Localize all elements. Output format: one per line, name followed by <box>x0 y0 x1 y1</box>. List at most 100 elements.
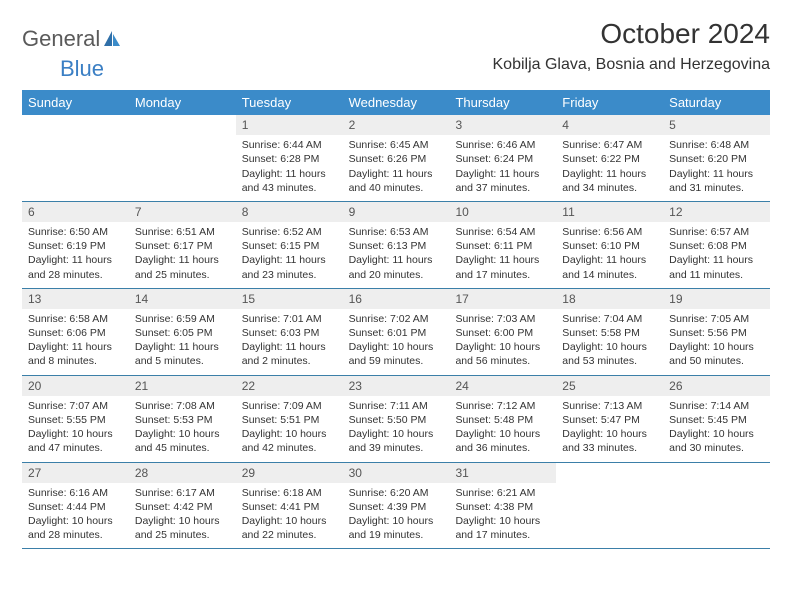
day-cell: 5Sunrise: 6:48 AMSunset: 6:20 PMDaylight… <box>663 115 770 201</box>
sunset-text: Sunset: 6:24 PM <box>455 152 550 166</box>
sunset-text: Sunset: 6:17 PM <box>135 239 230 253</box>
day-header-sat: Saturday <box>663 90 770 115</box>
sunset-text: Sunset: 5:55 PM <box>28 413 123 427</box>
sunset-text: Sunset: 5:56 PM <box>669 326 764 340</box>
daylight-text: Daylight: 11 hours and 11 minutes. <box>669 253 764 281</box>
sunrise-text: Sunrise: 6:56 AM <box>562 225 657 239</box>
day-cell: 25Sunrise: 7:13 AMSunset: 5:47 PMDayligh… <box>556 376 663 462</box>
day-number: 27 <box>22 463 129 483</box>
daylight-text: Daylight: 11 hours and 5 minutes. <box>135 340 230 368</box>
sunset-text: Sunset: 5:50 PM <box>349 413 444 427</box>
sunrise-text: Sunrise: 7:04 AM <box>562 312 657 326</box>
day-number: 3 <box>449 115 556 135</box>
sunrise-text: Sunrise: 6:17 AM <box>135 486 230 500</box>
daylight-text: Daylight: 11 hours and 28 minutes. <box>28 253 123 281</box>
day-body: Sunrise: 6:51 AMSunset: 6:17 PMDaylight:… <box>129 222 236 288</box>
day-body: Sunrise: 7:04 AMSunset: 5:58 PMDaylight:… <box>556 309 663 375</box>
day-body: Sunrise: 6:44 AMSunset: 6:28 PMDaylight:… <box>236 135 343 201</box>
sunrise-text: Sunrise: 6:44 AM <box>242 138 337 152</box>
sunrise-text: Sunrise: 7:11 AM <box>349 399 444 413</box>
daylight-text: Daylight: 11 hours and 34 minutes. <box>562 167 657 195</box>
day-body: Sunrise: 7:08 AMSunset: 5:53 PMDaylight:… <box>129 396 236 462</box>
daylight-text: Daylight: 11 hours and 31 minutes. <box>669 167 764 195</box>
daylight-text: Daylight: 11 hours and 23 minutes. <box>242 253 337 281</box>
day-cell: 20Sunrise: 7:07 AMSunset: 5:55 PMDayligh… <box>22 376 129 462</box>
daylight-text: Daylight: 11 hours and 2 minutes. <box>242 340 337 368</box>
logo-word-2: Blue <box>22 56 104 81</box>
month-title: October 2024 <box>493 18 771 50</box>
location-label: Kobilja Glava, Bosnia and Herzegovina <box>493 56 771 74</box>
day-cell: 23Sunrise: 7:11 AMSunset: 5:50 PMDayligh… <box>343 376 450 462</box>
day-number: 18 <box>556 289 663 309</box>
title-block: October 2024 Kobilja Glava, Bosnia and H… <box>493 18 771 74</box>
daylight-text: Daylight: 11 hours and 8 minutes. <box>28 340 123 368</box>
day-number: 12 <box>663 202 770 222</box>
sunrise-text: Sunrise: 7:01 AM <box>242 312 337 326</box>
calendar-grid: Sunday Monday Tuesday Wednesday Thursday… <box>22 90 770 549</box>
day-header-sun: Sunday <box>22 90 129 115</box>
day-number: 28 <box>129 463 236 483</box>
day-number: 9 <box>343 202 450 222</box>
day-body: Sunrise: 6:58 AMSunset: 6:06 PMDaylight:… <box>22 309 129 375</box>
daylight-text: Daylight: 11 hours and 17 minutes. <box>455 253 550 281</box>
day-number: 23 <box>343 376 450 396</box>
sunrise-text: Sunrise: 6:18 AM <box>242 486 337 500</box>
logo-sail-icon <box>102 29 122 49</box>
daylight-text: Daylight: 10 hours and 45 minutes. <box>135 427 230 455</box>
sunset-text: Sunset: 6:28 PM <box>242 152 337 166</box>
day-body: Sunrise: 6:16 AMSunset: 4:44 PMDaylight:… <box>22 483 129 549</box>
sunrise-text: Sunrise: 7:13 AM <box>562 399 657 413</box>
day-number: 13 <box>22 289 129 309</box>
day-cell: 7Sunrise: 6:51 AMSunset: 6:17 PMDaylight… <box>129 202 236 288</box>
day-body: Sunrise: 6:47 AMSunset: 6:22 PMDaylight:… <box>556 135 663 201</box>
sunrise-text: Sunrise: 7:08 AM <box>135 399 230 413</box>
day-number: 11 <box>556 202 663 222</box>
daylight-text: Daylight: 10 hours and 19 minutes. <box>349 514 444 542</box>
logo-word-1: General <box>22 26 100 52</box>
day-cell: 28 Sunrise: 6:17 AMSunset: 4:42 PMDayligh… <box>129 463 236 549</box>
day-cell: 26Sunrise: 7:14 AMSunset: 5:45 PMDayligh… <box>663 376 770 462</box>
daylight-text: Daylight: 10 hours and 59 minutes. <box>349 340 444 368</box>
day-cell: 18Sunrise: 7:04 AMSunset: 5:58 PMDayligh… <box>556 289 663 375</box>
daylight-text: Daylight: 10 hours and 50 minutes. <box>669 340 764 368</box>
day-body: Sunrise: 7:11 AMSunset: 5:50 PMDaylight:… <box>343 396 450 462</box>
sunrise-text: Sunrise: 6:52 AM <box>242 225 337 239</box>
day-number: 16 <box>343 289 450 309</box>
day-cell: 16Sunrise: 7:02 AMSunset: 6:01 PMDayligh… <box>343 289 450 375</box>
sunrise-text: Sunrise: 6:48 AM <box>669 138 764 152</box>
day-body <box>129 135 236 144</box>
sunrise-text: Sunrise: 7:03 AM <box>455 312 550 326</box>
daylight-text: Daylight: 11 hours and 37 minutes. <box>455 167 550 195</box>
sunset-text: Sunset: 4:42 PM <box>135 500 230 514</box>
sunrise-text: Sunrise: 6:58 AM <box>28 312 123 326</box>
day-body: Sunrise: 7:07 AMSunset: 5:55 PMDaylight:… <box>22 396 129 462</box>
sunset-text: Sunset: 6:22 PM <box>562 152 657 166</box>
sunset-text: Sunset: 6:13 PM <box>349 239 444 253</box>
day-cell <box>663 463 770 549</box>
sunrise-text: Sunrise: 6:51 AM <box>135 225 230 239</box>
daylight-text: Daylight: 10 hours and 42 minutes. <box>242 427 337 455</box>
sunset-text: Sunset: 5:58 PM <box>562 326 657 340</box>
sunset-text: Sunset: 4:41 PM <box>242 500 337 514</box>
daylight-text: Daylight: 10 hours and 22 minutes. <box>242 514 337 542</box>
day-body: Sunrise: 6:48 AMSunset: 6:20 PMDaylight:… <box>663 135 770 201</box>
daylight-text: Daylight: 10 hours and 17 minutes. <box>455 514 550 542</box>
sunset-text: Sunset: 5:53 PM <box>135 413 230 427</box>
sunrise-text: Sunrise: 6:50 AM <box>28 225 123 239</box>
sunrise-text: Sunrise: 6:57 AM <box>669 225 764 239</box>
day-cell: 30Sunrise: 6:20 AMSunset: 4:39 PMDayligh… <box>343 463 450 549</box>
day-cell: 8Sunrise: 6:52 AMSunset: 6:15 PMDaylight… <box>236 202 343 288</box>
day-cell: 1Sunrise: 6:44 AMSunset: 6:28 PMDaylight… <box>236 115 343 201</box>
day-header-thu: Thursday <box>449 90 556 115</box>
sunset-text: Sunset: 4:39 PM <box>349 500 444 514</box>
day-number: 15 <box>236 289 343 309</box>
day-body: Sunrise: 6:57 AMSunset: 6:08 PMDaylight:… <box>663 222 770 288</box>
day-cell: 21Sunrise: 7:08 AMSunset: 5:53 PMDayligh… <box>129 376 236 462</box>
sunrise-text: Sunrise: 6:20 AM <box>349 486 444 500</box>
day-cell: 17Sunrise: 7:03 AMSunset: 6:00 PMDayligh… <box>449 289 556 375</box>
week-row: 1Sunrise: 6:44 AMSunset: 6:28 PMDaylight… <box>22 115 770 202</box>
daylight-text: Daylight: 10 hours and 25 minutes. <box>135 514 230 542</box>
day-body <box>663 483 770 492</box>
week-row: 27Sunrise: 6:16 AMSunset: 4:44 PMDayligh… <box>22 463 770 550</box>
day-cell: 10Sunrise: 6:54 AMSunset: 6:11 PMDayligh… <box>449 202 556 288</box>
